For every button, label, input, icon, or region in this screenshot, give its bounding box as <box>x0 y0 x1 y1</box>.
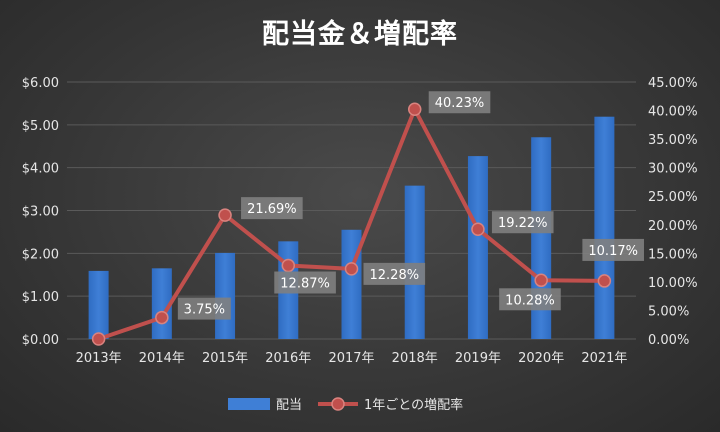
x-tick-label: 2019年 <box>455 351 501 366</box>
line-point <box>534 273 548 288</box>
line-point <box>471 222 485 236</box>
chart-title: 配当金＆増配率 <box>262 19 458 50</box>
data-label: 12.87% <box>280 276 330 291</box>
data-label-box <box>363 262 426 285</box>
bar <box>88 270 109 339</box>
line-point <box>155 310 169 325</box>
data-label-box <box>491 211 554 234</box>
bar <box>467 156 488 339</box>
y-left-tick-label: $3.00 <box>22 205 59 220</box>
y-left-tick-label: $2.00 <box>22 247 59 262</box>
data-label-box <box>428 91 491 114</box>
y-left-tick-label: $5.00 <box>22 119 59 134</box>
y-left-tick-label: $0.00 <box>22 333 59 348</box>
y-left-tick-label: $1.00 <box>22 290 59 305</box>
bar <box>594 116 615 339</box>
y-left-tick-label: $6.00 <box>22 76 59 91</box>
y-right-tick-label: 15.00% <box>648 247 698 262</box>
y-left-tick-label: $4.00 <box>22 162 59 177</box>
line-point <box>218 208 232 222</box>
line-point <box>597 274 612 288</box>
data-label: 40.23% <box>435 96 485 111</box>
y-right-tick-label: 25.00% <box>648 190 698 205</box>
x-tick-label: 2015年 <box>202 351 248 366</box>
line-point <box>407 102 422 116</box>
x-tick-label: 2016年 <box>265 351 311 366</box>
data-label: 10.28% <box>505 293 555 308</box>
bar <box>404 185 425 339</box>
legend-swatch-bar <box>228 398 270 410</box>
data-label-box <box>499 288 561 311</box>
y-right-tick-label: 30.00% <box>648 162 698 177</box>
y-right-tick-label: 45.00% <box>648 76 698 91</box>
x-tick-label: 2020年 <box>518 351 564 366</box>
data-label: 19.22% <box>498 216 548 231</box>
x-tick-label: 2017年 <box>328 351 374 366</box>
data-label: 12.28% <box>370 268 420 283</box>
y-right-tick-label: 10.00% <box>648 276 698 291</box>
data-label-box <box>582 238 644 261</box>
data-label-box <box>274 271 336 294</box>
data-label: 10.17% <box>588 244 638 259</box>
legend-label-line: 1年ごとの増配率 <box>364 397 463 413</box>
y-right-tick-label: 0.00% <box>648 333 689 348</box>
legend-swatch-marker <box>331 397 345 411</box>
x-tick-label: 2014年 <box>139 351 185 366</box>
y-right-tick-label: 40.00% <box>648 105 698 120</box>
line-point <box>91 332 106 346</box>
data-label: 21.69% <box>247 202 297 217</box>
x-tick-label: 2018年 <box>392 351 438 366</box>
x-tick-label: 2021年 <box>581 351 627 366</box>
x-tick-label: 2013年 <box>76 351 122 366</box>
legend-label-bar: 配当 <box>276 398 302 413</box>
data-label-box <box>177 297 231 320</box>
line-point <box>281 258 296 273</box>
y-right-tick-label: 20.00% <box>648 219 698 234</box>
y-right-tick-label: 35.00% <box>648 133 698 148</box>
data-label-box <box>241 197 303 220</box>
data-label: 3.75% <box>184 303 225 318</box>
bar <box>215 252 236 339</box>
y-right-tick-label: 5.00% <box>648 304 689 319</box>
line-point <box>344 262 359 276</box>
